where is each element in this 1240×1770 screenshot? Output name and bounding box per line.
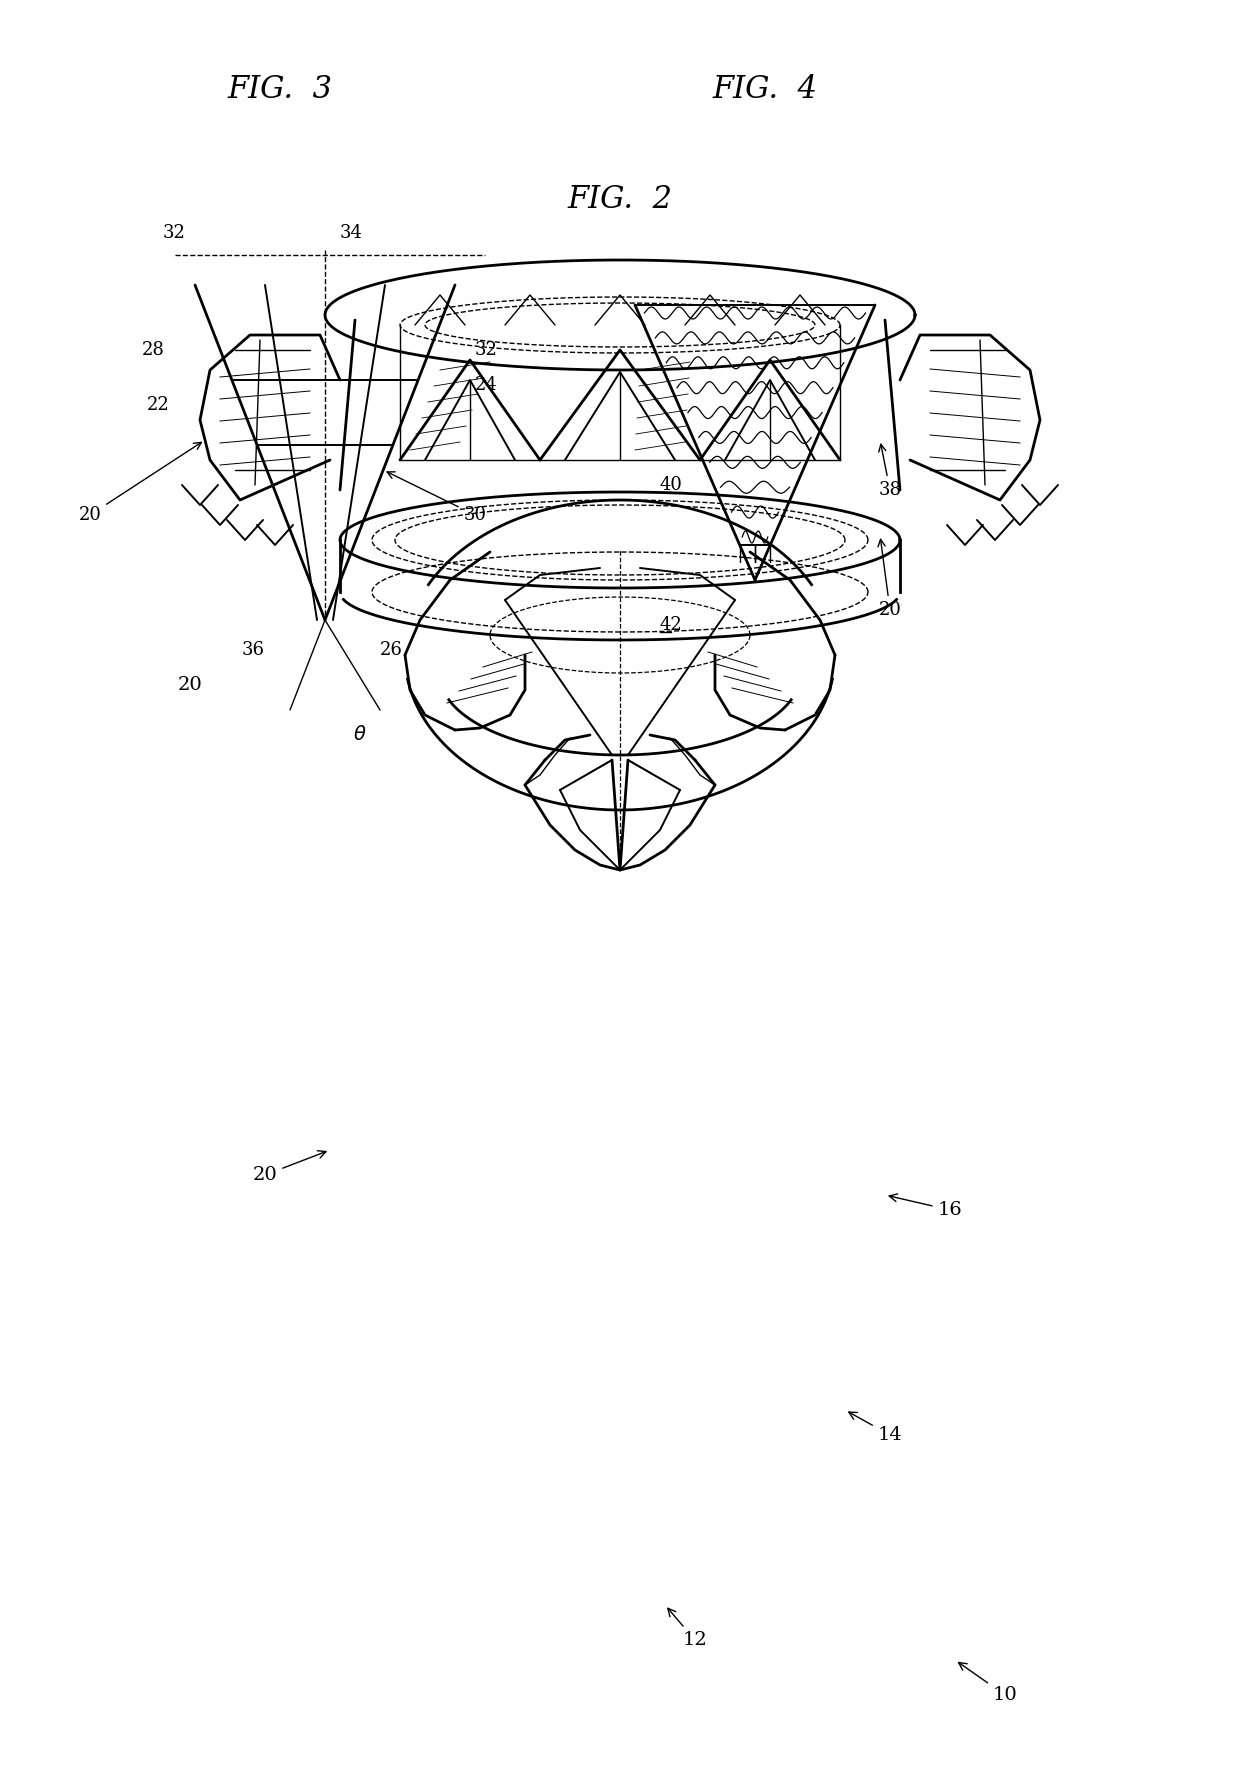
Text: $\theta$: $\theta$ <box>353 726 367 743</box>
Text: 32: 32 <box>162 225 185 242</box>
Text: FIG.  3: FIG. 3 <box>227 74 332 106</box>
Text: 36: 36 <box>242 641 265 658</box>
Text: 26: 26 <box>379 641 403 658</box>
Text: 24: 24 <box>475 375 497 395</box>
Text: 34: 34 <box>340 225 363 242</box>
Text: 20: 20 <box>878 540 901 620</box>
Text: FIG.  4: FIG. 4 <box>713 74 817 106</box>
Text: 10: 10 <box>959 1662 1017 1705</box>
Text: 20: 20 <box>177 676 202 694</box>
Text: FIG.  2: FIG. 2 <box>568 184 672 216</box>
Text: 14: 14 <box>849 1412 903 1444</box>
Text: 20: 20 <box>78 442 201 524</box>
Text: 42: 42 <box>660 616 683 634</box>
Text: 32: 32 <box>475 342 498 359</box>
Text: 40: 40 <box>660 476 683 494</box>
Text: 38: 38 <box>878 444 901 499</box>
Text: 12: 12 <box>668 1609 707 1650</box>
Text: 16: 16 <box>889 1195 962 1220</box>
Text: 22: 22 <box>148 396 170 414</box>
Text: 20: 20 <box>253 1150 326 1184</box>
Text: 28: 28 <box>143 342 165 359</box>
Text: 30: 30 <box>387 473 486 524</box>
